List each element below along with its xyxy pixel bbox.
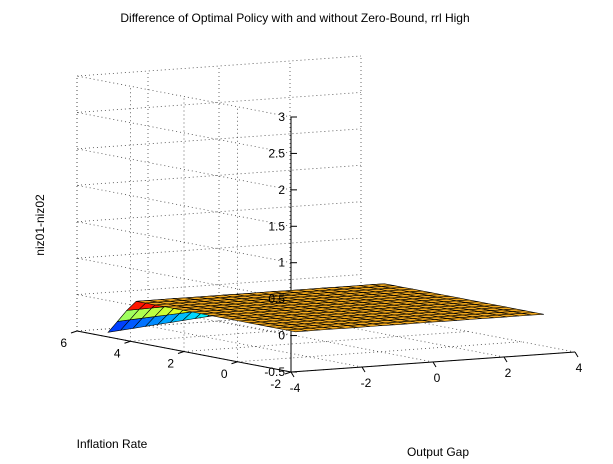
x-tick-mark	[503, 356, 508, 363]
y-tick-mark	[70, 330, 78, 334]
axes-box	[70, 55, 579, 378]
side-wall-gridline	[76, 112, 292, 154]
x-tick-label: -4	[290, 381, 301, 395]
x-tick-mark	[574, 351, 579, 358]
back-wall-gridline	[76, 92, 362, 113]
side-wall-gridline	[76, 148, 292, 191]
z-tick-label: 3	[278, 110, 285, 124]
x-tick-mark	[432, 361, 437, 368]
y-tick-label: -2	[270, 377, 281, 391]
y-tick-mark	[284, 371, 292, 375]
side-wall-gridline	[76, 257, 292, 300]
x-tick-label: 4	[576, 361, 583, 375]
surface-patch	[522, 312, 544, 316]
y-tick-label: 0	[221, 367, 228, 381]
y-tick-label: 6	[60, 336, 67, 350]
z-tick-label: 1.5	[268, 219, 285, 233]
z-tick-label: 2	[278, 183, 285, 197]
x-tick-label: 2	[505, 366, 512, 380]
back-wall-gridline	[76, 128, 362, 150]
x-tick-mark	[361, 366, 366, 373]
chart-title: Difference of Optimal Policy with and wi…	[120, 11, 469, 25]
side-wall-gridline	[76, 221, 292, 264]
floor-gridline	[218, 320, 434, 363]
x-tick-mark	[290, 371, 295, 378]
y-axis-label: Inflation Rate	[77, 437, 148, 451]
y-tick-mark	[124, 340, 131, 344]
surface	[107, 283, 544, 333]
z-tick-label: 0	[278, 329, 285, 343]
z-tick-label: 0.5	[268, 292, 285, 306]
y-tick-label: 2	[167, 357, 174, 371]
side-wall-gridline	[76, 75, 292, 118]
z-tick-label: 2.5	[268, 146, 285, 160]
y-tick-mark	[177, 351, 185, 354]
x-tick-label: -2	[361, 376, 372, 390]
x-axis-label: Output Gap	[407, 445, 469, 459]
floor-gridline	[289, 315, 505, 358]
y-tick-mark	[231, 361, 238, 365]
y-tick-label: 4	[114, 346, 121, 360]
tick-labels: -4 -2 0 2 4 -2 0 2 4 6 -0.5 0 0.5 1 1.5 2 2.5 3	[60, 110, 582, 395]
z-axis-label: niz01-niz02	[33, 194, 47, 256]
z-tick-label: -0.5	[264, 365, 285, 379]
floor-gridline	[147, 325, 363, 368]
z-tick-label: 1	[278, 256, 285, 270]
side-wall-gridline	[76, 184, 292, 227]
x-tick-label: 0	[434, 371, 441, 385]
